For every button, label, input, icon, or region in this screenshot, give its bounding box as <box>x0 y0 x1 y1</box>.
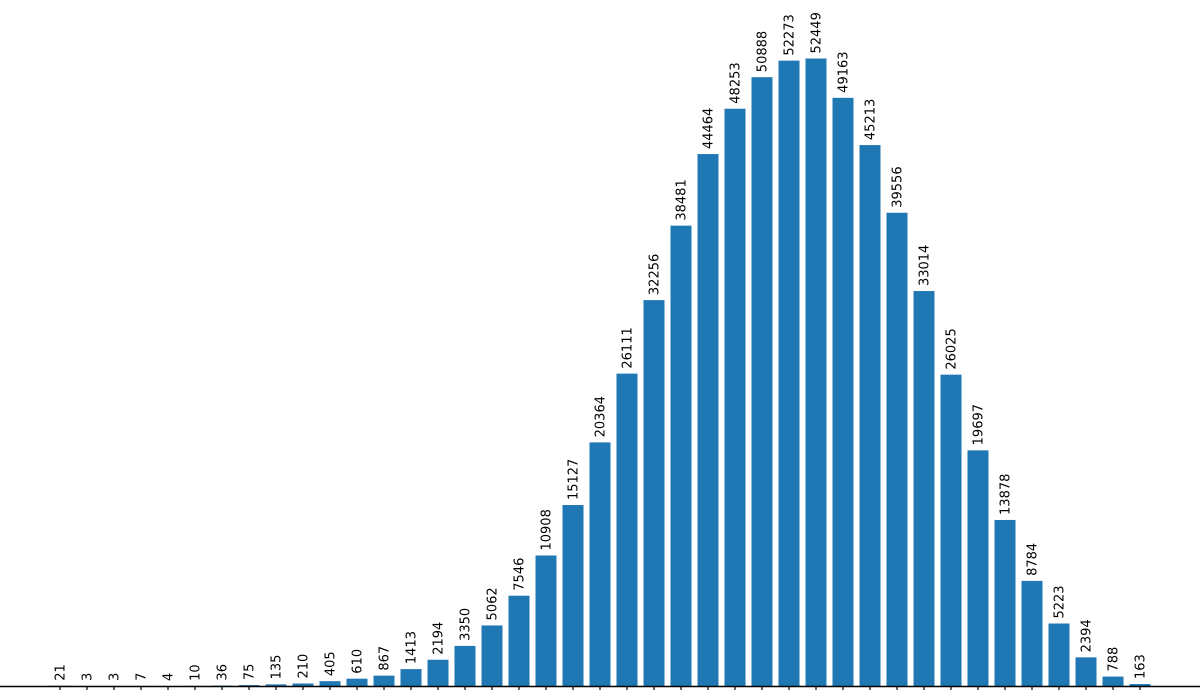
bar <box>994 519 1016 686</box>
bar <box>697 154 719 686</box>
bar <box>724 108 746 687</box>
bar <box>292 683 314 686</box>
data-label: 26111 <box>621 327 636 368</box>
data-label: 45213 <box>864 99 879 140</box>
bar <box>508 595 530 686</box>
data-label: 13878 <box>999 474 1014 515</box>
data-label: 48253 <box>729 62 744 103</box>
data-label: 50888 <box>756 31 771 72</box>
bar <box>589 442 611 686</box>
data-label: 39556 <box>891 166 906 207</box>
bar <box>454 645 476 686</box>
data-label: 49163 <box>837 51 852 92</box>
bar <box>913 291 935 686</box>
bar <box>319 681 341 686</box>
bar <box>967 450 989 686</box>
data-label: 5223 <box>1053 585 1068 618</box>
bars <box>49 58 1151 687</box>
data-label: 33014 <box>918 245 933 286</box>
bar <box>778 60 800 687</box>
bar <box>805 58 827 687</box>
data-label: 135 <box>270 655 285 680</box>
bar <box>1102 676 1124 686</box>
bar <box>1048 623 1070 686</box>
data-label: 32256 <box>648 254 663 295</box>
bar <box>1075 657 1097 686</box>
bar <box>265 684 287 686</box>
data-label: 405 <box>324 651 339 676</box>
data-label: 21 <box>54 664 69 681</box>
bar <box>427 659 449 686</box>
data-label: 610 <box>351 649 366 674</box>
data-label: 26025 <box>945 328 960 369</box>
bar <box>859 145 881 686</box>
data-label: 10 <box>189 664 204 681</box>
bar <box>643 300 665 686</box>
bar <box>373 675 395 686</box>
bar <box>562 505 584 686</box>
data-label: 3 <box>108 673 123 681</box>
bar <box>1129 684 1151 686</box>
data-label: 1413 <box>405 631 420 664</box>
data-label: 3350 <box>459 608 474 641</box>
data-label: 2394 <box>1080 619 1095 652</box>
bar <box>400 669 422 686</box>
bar <box>481 625 503 686</box>
bar <box>616 373 638 686</box>
data-label: 10908 <box>540 509 555 550</box>
data-label: 20364 <box>594 396 609 437</box>
data-label: 163 <box>1134 654 1149 679</box>
data-label: 2194 <box>432 622 447 655</box>
bar <box>751 77 773 687</box>
bar <box>940 374 962 686</box>
data-label: 788 <box>1107 647 1122 672</box>
bar <box>346 678 368 686</box>
bar <box>832 97 854 687</box>
bar <box>886 212 908 686</box>
data-label: 38481 <box>675 179 690 220</box>
data-label: 36 <box>216 664 231 681</box>
bar <box>1021 580 1043 686</box>
data-label: 7 <box>135 673 150 681</box>
data-label: 3 <box>81 673 96 681</box>
data-label: 4 <box>162 673 177 681</box>
data-labels: 21 3 3 7 4 10 36 75 135 210 405 610 867 1413 2194 3350 5… <box>54 12 1149 681</box>
data-label: 52449 <box>810 12 825 53</box>
bar <box>670 225 692 686</box>
data-label: 44464 <box>702 108 717 149</box>
bar <box>535 555 557 686</box>
data-label: 8784 <box>1026 543 1041 576</box>
data-label: 210 <box>297 654 312 679</box>
bar <box>238 685 260 686</box>
data-label: 75 <box>243 664 258 681</box>
data-label: 867 <box>378 646 393 671</box>
data-label: 15127 <box>567 459 582 500</box>
data-label: 5062 <box>486 587 501 620</box>
data-label: 52273 <box>783 14 798 55</box>
data-label: 7546 <box>513 558 528 591</box>
data-label: 19697 <box>972 404 987 445</box>
